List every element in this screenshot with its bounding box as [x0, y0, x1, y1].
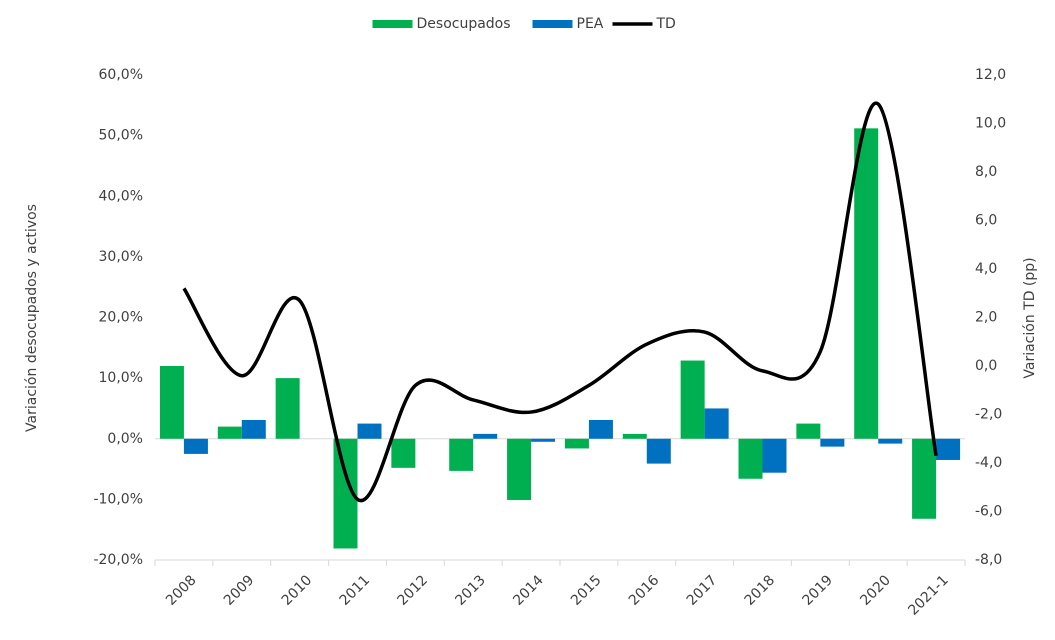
bar	[680, 360, 705, 439]
bar	[646, 438, 671, 464]
bar	[217, 426, 242, 439]
bar	[878, 438, 903, 444]
bar	[159, 366, 184, 439]
y2-tick-label: -8,0	[975, 552, 1002, 568]
x-tick-label: 2010	[279, 572, 316, 609]
y-tick-label: 60,0%	[99, 67, 143, 83]
bar	[820, 438, 845, 447]
y2-tick-label: 0,0	[975, 358, 997, 374]
y-tick-label: 50,0%	[99, 128, 143, 144]
x-tick-label: 2011	[337, 572, 374, 609]
bar	[564, 438, 589, 449]
bar	[507, 438, 532, 500]
bar	[796, 423, 821, 439]
y2-tick-label: 12,0	[975, 67, 1006, 83]
y-axis-title: Variación desocupados y activos	[24, 204, 40, 432]
y2-tick-label: -4,0	[975, 455, 1002, 471]
y-tick-label: 30,0%	[99, 249, 143, 265]
x-tick-label: 2017	[684, 572, 721, 609]
x-tick-label: 2015	[568, 572, 605, 609]
bar	[183, 438, 208, 454]
y-tick-label: 10,0%	[99, 370, 143, 386]
x-tick-label: 2021-1	[905, 572, 951, 618]
bar	[704, 408, 729, 439]
x-tick-label: 2012	[394, 572, 431, 609]
y-tick-label: 40,0%	[99, 188, 143, 204]
x-tick-label: 2020	[857, 572, 894, 609]
y2-tick-label: 10,0	[975, 116, 1006, 132]
line	[182, 101, 938, 503]
bar	[936, 438, 961, 460]
bar	[738, 438, 763, 479]
bar	[622, 433, 647, 439]
bar	[449, 438, 474, 471]
x-tick-label: 2014	[510, 572, 547, 609]
y2-tick-label: -6,0	[975, 504, 1002, 520]
y2-tick-label: -2,0	[975, 407, 1002, 423]
x-tick-label: 2018	[742, 572, 779, 609]
bar	[588, 419, 613, 439]
legend-swatch	[532, 20, 573, 28]
bar	[275, 378, 300, 439]
legend-label: TD	[656, 16, 676, 32]
legend-label: PEA	[577, 16, 604, 32]
legend-swatch	[372, 20, 413, 28]
bar	[357, 423, 382, 439]
x-tick-label: 2016	[626, 572, 663, 609]
x-tick-label: 2019	[799, 572, 836, 609]
y2-tick-label: 8,0	[975, 164, 997, 180]
bar	[762, 438, 787, 473]
bar	[473, 433, 498, 439]
legend-label: Desocupados	[417, 16, 511, 32]
y2-tick-label: 6,0	[975, 213, 997, 229]
y-tick-label: -10,0%	[93, 491, 143, 507]
bar	[241, 419, 266, 439]
bar	[912, 438, 937, 519]
x-tick-label: 2008	[163, 572, 200, 609]
y2-tick-label: 2,0	[975, 310, 997, 326]
y2-tick-label: 4,0	[975, 261, 997, 277]
y-tick-label: 20,0%	[99, 310, 143, 326]
bar	[531, 438, 556, 442]
y2-axis-title: Variación TD (pp)	[1022, 257, 1038, 378]
bar	[854, 128, 879, 439]
bar	[391, 438, 416, 468]
x-tick-label: 2009	[221, 572, 258, 609]
x-tick-label: 2013	[452, 572, 489, 609]
y-tick-label: 0,0%	[107, 431, 143, 447]
y-tick-label: -20,0%	[93, 552, 143, 568]
